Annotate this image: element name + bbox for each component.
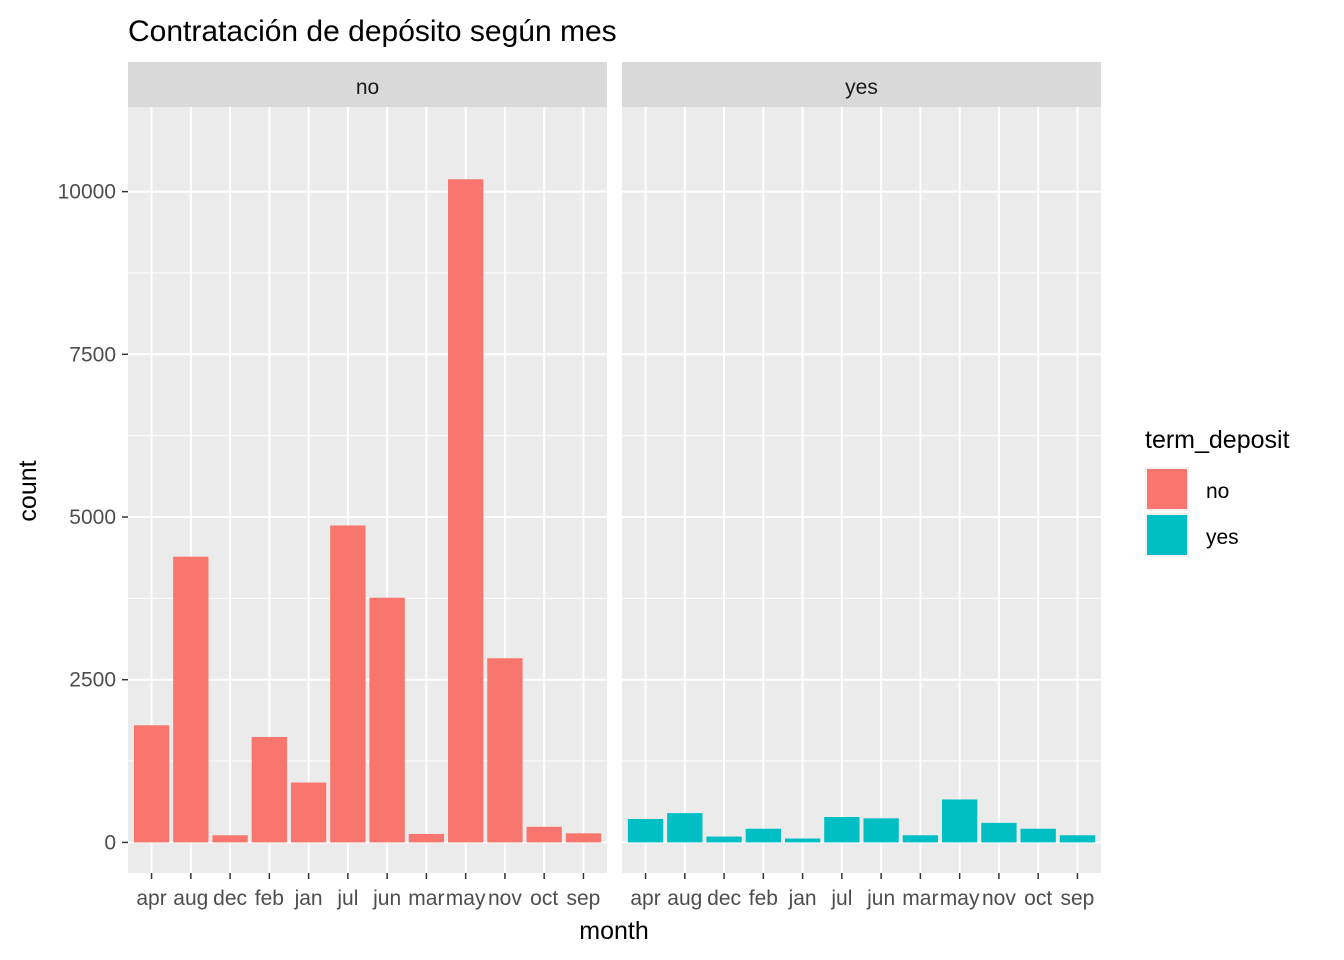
bar-yes-feb bbox=[745, 828, 782, 843]
x-tick-label: nov bbox=[488, 887, 522, 910]
x-tick-label: jul bbox=[830, 887, 852, 910]
legend-title: term_deposit bbox=[1145, 426, 1290, 454]
bar-yes-apr bbox=[627, 818, 664, 843]
facet-strip bbox=[128, 62, 607, 107]
panel-background bbox=[622, 107, 1101, 873]
x-tick-label: aug bbox=[667, 887, 702, 910]
legend-label-yes: yes bbox=[1206, 526, 1239, 549]
x-tick-label: nov bbox=[982, 887, 1016, 910]
x-tick-label: dec bbox=[707, 887, 741, 910]
bar-no-sep bbox=[565, 833, 602, 843]
x-tick-label: apr bbox=[136, 887, 166, 910]
legend-swatch-no bbox=[1147, 469, 1187, 509]
x-tick-label: oct bbox=[530, 887, 558, 910]
x-tick-label: jul bbox=[336, 887, 358, 910]
bar-yes-may bbox=[941, 799, 978, 843]
bar-yes-oct bbox=[1020, 828, 1056, 843]
bar-yes-mar bbox=[902, 835, 939, 843]
bar-no-feb bbox=[251, 736, 288, 843]
bar-no-jul bbox=[330, 525, 366, 843]
bar-no-jan bbox=[290, 782, 327, 843]
bar-no-may bbox=[447, 179, 484, 843]
bar-no-oct bbox=[526, 826, 562, 843]
facet-strip bbox=[622, 62, 1101, 107]
bar-yes-dec bbox=[706, 836, 742, 843]
x-tick-label: apr bbox=[630, 887, 660, 910]
y-tick-label: 10000 bbox=[58, 181, 116, 204]
x-tick-label: may bbox=[940, 887, 980, 910]
bar-yes-nov bbox=[981, 822, 1017, 843]
x-tick-label: feb bbox=[749, 887, 778, 910]
x-tick-label: mar bbox=[902, 887, 938, 910]
x-tick-label: sep bbox=[567, 887, 601, 910]
x-tick-label: feb bbox=[255, 887, 284, 910]
x-tick-label: oct bbox=[1024, 887, 1052, 910]
bar-no-nov bbox=[487, 658, 523, 843]
x-tick-label: sep bbox=[1061, 887, 1095, 910]
facet-strip-label: no bbox=[356, 76, 379, 99]
legend: term_deposit no yes bbox=[1145, 426, 1290, 557]
legend-swatch-yes bbox=[1147, 515, 1187, 555]
x-tick-label: may bbox=[446, 887, 486, 910]
x-axis-title: month bbox=[579, 917, 648, 945]
facet-strip-label: yes bbox=[845, 76, 878, 99]
y-tick-label: 7500 bbox=[69, 343, 116, 366]
x-tick-label: aug bbox=[173, 887, 208, 910]
x-tick-label: jun bbox=[372, 887, 401, 910]
bar-yes-jul bbox=[824, 817, 860, 843]
y-tick-label: 5000 bbox=[69, 506, 116, 529]
chart-title: Contratación de depósito según mes bbox=[128, 15, 617, 48]
y-tick-label: 2500 bbox=[69, 669, 116, 692]
x-tick-label: jun bbox=[866, 887, 895, 910]
bar-no-dec bbox=[212, 835, 248, 843]
x-tick-label: mar bbox=[408, 887, 444, 910]
bar-no-aug bbox=[173, 556, 209, 843]
x-tick-label: jan bbox=[788, 887, 817, 910]
x-tick-label: jan bbox=[294, 887, 323, 910]
y-axis-title: count bbox=[14, 460, 42, 521]
y-tick-label: 0 bbox=[104, 831, 116, 854]
bar-no-jun bbox=[369, 597, 405, 843]
x-tick-label: dec bbox=[213, 887, 247, 910]
bar-yes-sep bbox=[1059, 835, 1096, 843]
bar-no-apr bbox=[133, 725, 170, 843]
bar-yes-jan bbox=[784, 838, 821, 843]
legend-label-no: no bbox=[1206, 480, 1229, 503]
bar-no-mar bbox=[408, 833, 445, 843]
bar-yes-jun bbox=[863, 818, 899, 843]
bar-yes-aug bbox=[667, 813, 703, 843]
